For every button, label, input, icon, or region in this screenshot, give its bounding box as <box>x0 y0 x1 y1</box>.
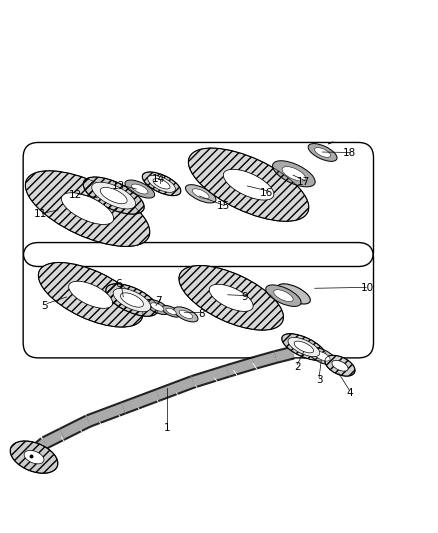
Text: 18: 18 <box>343 148 356 158</box>
Ellipse shape <box>179 310 193 319</box>
Text: 4: 4 <box>346 387 353 398</box>
Ellipse shape <box>153 179 170 189</box>
Ellipse shape <box>83 177 144 214</box>
Ellipse shape <box>174 307 198 322</box>
Ellipse shape <box>151 303 164 311</box>
Text: 1: 1 <box>163 423 170 433</box>
Ellipse shape <box>100 188 127 204</box>
Text: 17: 17 <box>297 176 311 187</box>
Ellipse shape <box>307 348 337 365</box>
Ellipse shape <box>332 360 348 371</box>
Ellipse shape <box>179 265 283 330</box>
Ellipse shape <box>25 171 150 246</box>
Text: 6: 6 <box>116 279 122 289</box>
Text: 14: 14 <box>152 174 165 184</box>
Ellipse shape <box>162 305 180 317</box>
Ellipse shape <box>314 148 331 157</box>
Ellipse shape <box>325 356 355 376</box>
Ellipse shape <box>145 300 169 314</box>
Text: 15: 15 <box>217 201 230 212</box>
Text: 13: 13 <box>112 181 126 191</box>
Ellipse shape <box>24 450 44 464</box>
Text: 11: 11 <box>34 209 47 219</box>
Text: 16: 16 <box>260 188 273 198</box>
Ellipse shape <box>188 148 309 221</box>
Ellipse shape <box>282 334 326 360</box>
Text: 12: 12 <box>69 190 82 200</box>
Ellipse shape <box>106 284 158 316</box>
Ellipse shape <box>223 169 274 200</box>
Text: 7: 7 <box>155 296 161 306</box>
Ellipse shape <box>92 182 136 209</box>
Text: 2: 2 <box>294 361 300 372</box>
Ellipse shape <box>113 288 151 312</box>
Ellipse shape <box>10 441 58 473</box>
Ellipse shape <box>61 193 114 224</box>
Ellipse shape <box>39 263 143 327</box>
Ellipse shape <box>132 184 148 194</box>
Ellipse shape <box>288 337 320 357</box>
Ellipse shape <box>282 167 306 181</box>
Ellipse shape <box>69 281 113 309</box>
Ellipse shape <box>192 189 209 199</box>
Text: 10: 10 <box>360 283 374 293</box>
Ellipse shape <box>148 175 176 192</box>
Ellipse shape <box>120 293 144 307</box>
Ellipse shape <box>209 284 253 311</box>
Ellipse shape <box>277 284 311 304</box>
Ellipse shape <box>185 184 216 203</box>
Ellipse shape <box>308 143 337 161</box>
Ellipse shape <box>272 161 315 187</box>
Text: 5: 5 <box>42 301 48 311</box>
Ellipse shape <box>142 172 181 196</box>
Ellipse shape <box>266 285 301 306</box>
Ellipse shape <box>314 351 330 361</box>
Ellipse shape <box>274 290 293 302</box>
Ellipse shape <box>125 180 155 198</box>
Ellipse shape <box>294 341 314 353</box>
Text: 9: 9 <box>242 292 248 302</box>
Text: 8: 8 <box>198 309 205 319</box>
Text: 3: 3 <box>316 375 322 385</box>
Ellipse shape <box>166 308 176 314</box>
